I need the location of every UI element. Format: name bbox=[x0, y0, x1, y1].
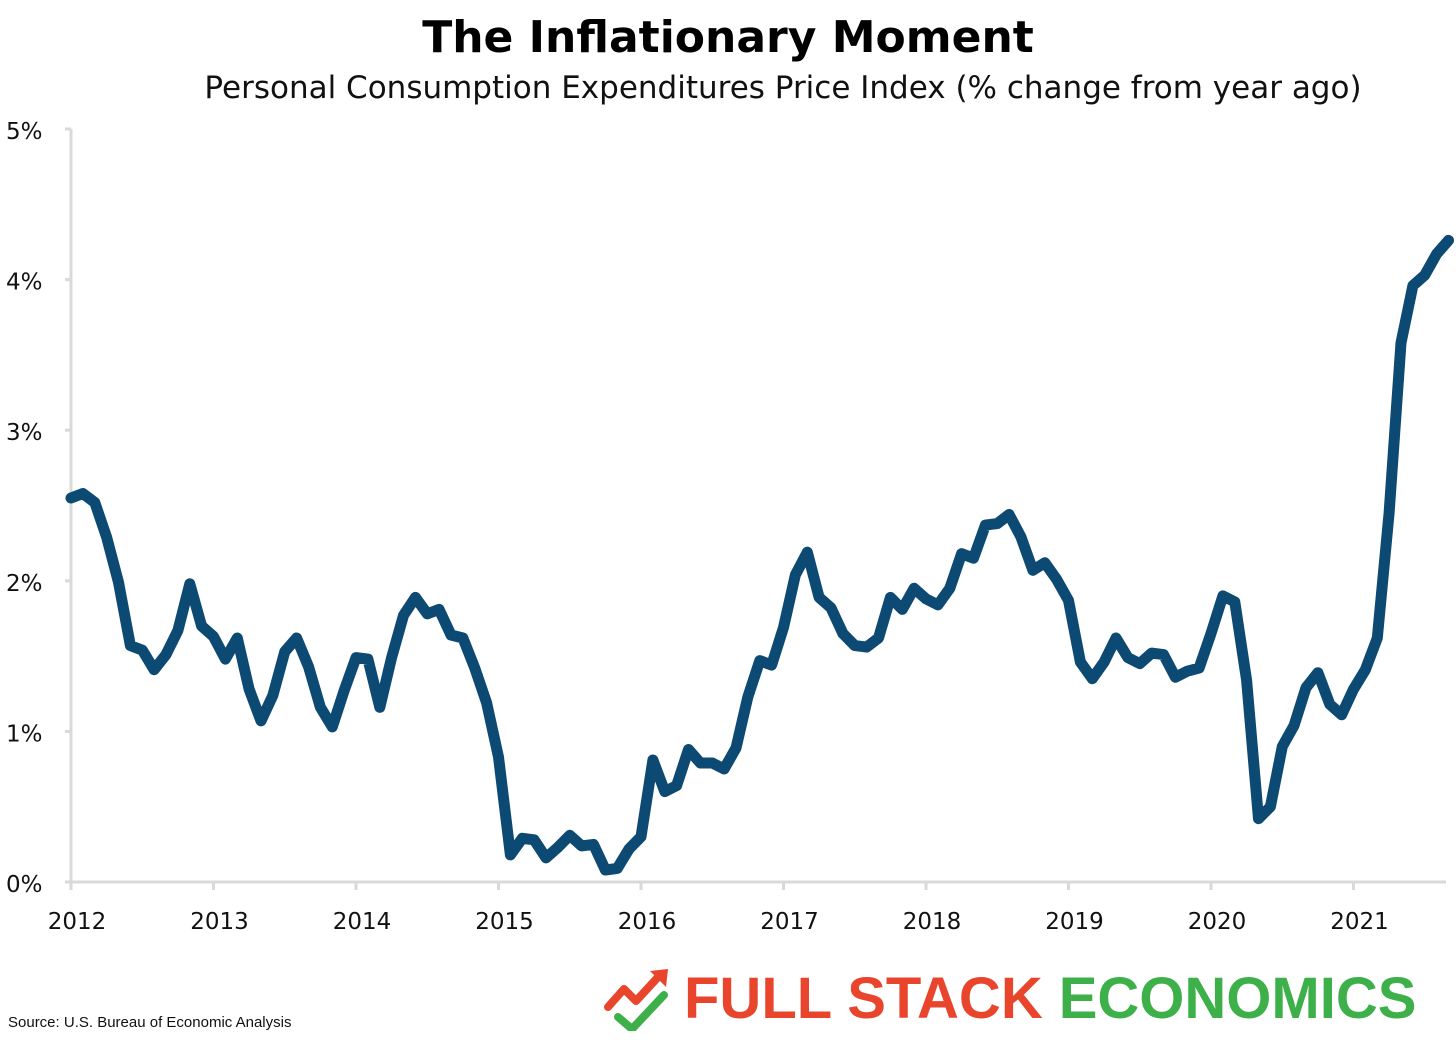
logo-word-economics: ECONOMICS bbox=[1058, 966, 1417, 1031]
y-tick-label: 2% bbox=[6, 571, 43, 597]
x-tick-label: 2012 bbox=[48, 909, 107, 935]
y-tick-label: 3% bbox=[6, 420, 43, 446]
logo-word-full-stack: FULL STACK bbox=[684, 966, 1043, 1031]
x-tick-label: 2021 bbox=[1330, 909, 1389, 935]
x-tick-label: 2013 bbox=[190, 909, 249, 935]
chart-arrow-checkmark-icon bbox=[604, 969, 668, 1031]
source-note: Source: U.S. Bureau of Economic Analysis bbox=[8, 1014, 292, 1031]
x-tick-label: 2018 bbox=[903, 909, 962, 935]
x-axis-labels: 2012 2013 2014 2015 2016 2017 2018 2019 2020 2021 bbox=[48, 909, 1389, 935]
x-tick-label: 2020 bbox=[1188, 909, 1247, 935]
x-tick-label: 2015 bbox=[475, 909, 534, 935]
series-line-pce bbox=[65, 234, 1454, 876]
x-tick-label: 2016 bbox=[618, 909, 677, 935]
y-axis-labels: 0% 1% 2% 3% 4% 5% bbox=[6, 119, 43, 898]
y-tick-label: 1% bbox=[6, 721, 43, 747]
brand-logo: FULL STACK ECONOMICS bbox=[604, 964, 1416, 1034]
x-tick-label: 2017 bbox=[760, 909, 819, 935]
x-tick-label: 2019 bbox=[1045, 909, 1104, 935]
chart-title: The Inflationary Moment bbox=[422, 12, 1034, 63]
y-tick-label: 0% bbox=[6, 872, 43, 898]
x-tick-label: 2014 bbox=[333, 909, 392, 935]
y-tick-label: 5% bbox=[6, 119, 43, 145]
y-tick-label: 4% bbox=[6, 270, 43, 296]
chart-subtitle: Personal Consumption Expenditures Price … bbox=[204, 70, 1362, 106]
